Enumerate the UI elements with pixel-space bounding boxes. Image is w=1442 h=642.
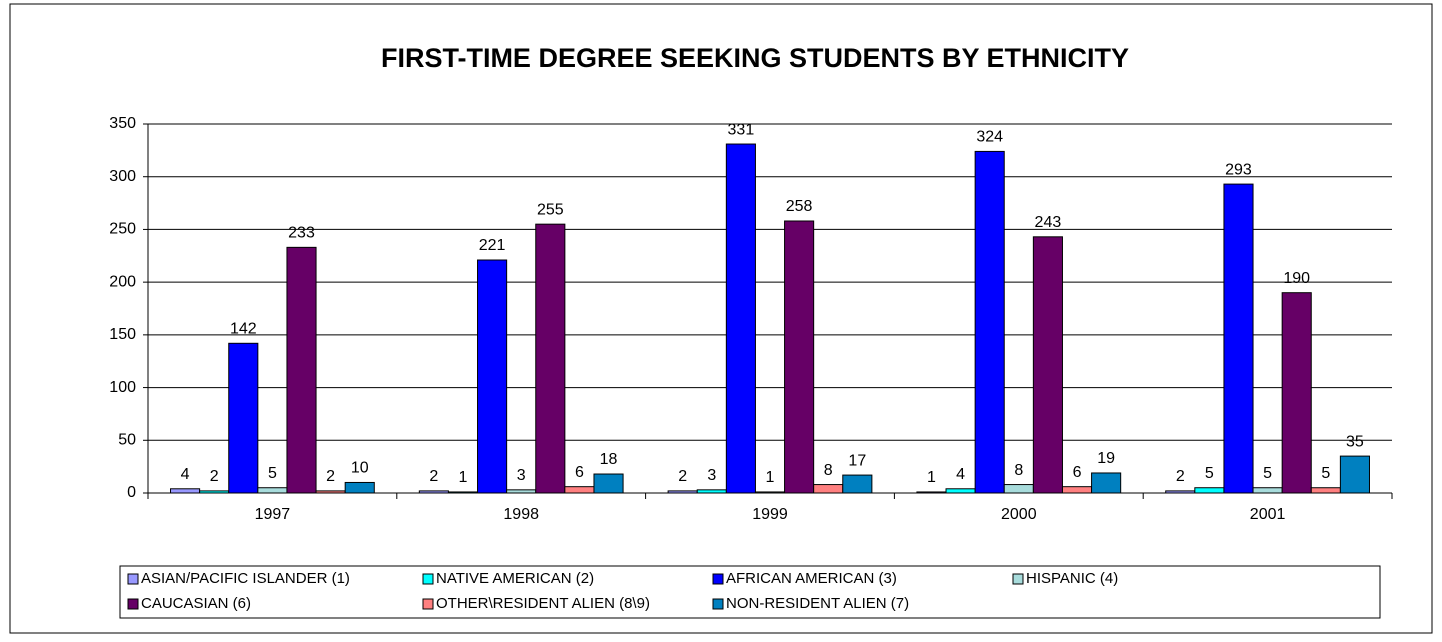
legend-swatch bbox=[712, 598, 724, 610]
legend-swatch bbox=[127, 573, 139, 585]
data-label: 2 bbox=[429, 468, 438, 485]
legend-text: NATIVE AMERICAN (2) bbox=[436, 570, 594, 587]
data-label: 221 bbox=[479, 237, 506, 254]
bar bbox=[564, 486, 595, 494]
data-label: 10 bbox=[351, 460, 369, 477]
bar bbox=[593, 473, 624, 494]
bar bbox=[286, 246, 317, 494]
data-label: 233 bbox=[288, 225, 315, 242]
bar bbox=[1032, 236, 1063, 494]
data-label: 2 bbox=[678, 468, 687, 485]
legend-text: CAUCASIAN (6) bbox=[141, 595, 251, 612]
data-label: 6 bbox=[575, 464, 584, 481]
data-label: 1 bbox=[766, 469, 775, 486]
y-tick-label: 50 bbox=[118, 432, 136, 449]
data-label: 1 bbox=[459, 469, 468, 486]
data-label: 331 bbox=[728, 121, 755, 138]
bar bbox=[813, 484, 844, 494]
y-tick-label: 100 bbox=[109, 379, 136, 396]
data-label: 18 bbox=[600, 451, 618, 468]
legend-swatch bbox=[422, 573, 434, 585]
y-tick-label: 0 bbox=[127, 484, 136, 501]
data-label: 5 bbox=[268, 465, 277, 482]
legend-text: HISPANIC (4) bbox=[1026, 570, 1118, 587]
data-label: 255 bbox=[537, 201, 564, 218]
chart-title: FIRST-TIME DEGREE SEEKING STUDENTS BY ET… bbox=[381, 43, 1129, 73]
x-tick-label: 1997 bbox=[255, 506, 291, 523]
bar bbox=[170, 488, 201, 494]
data-label: 324 bbox=[976, 129, 1003, 146]
legend-swatch bbox=[1012, 573, 1024, 585]
bar bbox=[535, 223, 566, 494]
bar bbox=[344, 481, 375, 494]
bar bbox=[257, 487, 288, 494]
data-label: 8 bbox=[1014, 462, 1023, 479]
x-tick-label: 1998 bbox=[503, 506, 539, 523]
data-label: 5 bbox=[1321, 465, 1330, 482]
legend-text: AFRICAN AMERICAN (3) bbox=[726, 570, 897, 587]
chart-border bbox=[9, 3, 1433, 634]
data-label: 190 bbox=[1283, 270, 1310, 287]
x-tick-label: 2000 bbox=[1001, 506, 1037, 523]
data-label: 142 bbox=[230, 321, 257, 338]
bar bbox=[228, 342, 259, 494]
data-label: 8 bbox=[824, 462, 833, 479]
bar bbox=[1061, 486, 1093, 494]
y-tick-label: 150 bbox=[109, 326, 136, 343]
data-label: 4 bbox=[956, 466, 965, 483]
data-label: 2 bbox=[210, 468, 219, 485]
bar bbox=[842, 474, 873, 494]
x-tick-label: 1999 bbox=[752, 506, 788, 523]
data-label: 17 bbox=[848, 452, 866, 469]
y-tick-label: 250 bbox=[109, 221, 136, 238]
data-label: 6 bbox=[1073, 464, 1082, 481]
legend-swatch bbox=[422, 598, 434, 610]
bar bbox=[945, 488, 976, 494]
data-label: 3 bbox=[707, 467, 716, 484]
x-tick-label: 2001 bbox=[1250, 506, 1286, 523]
y-tick-label: 300 bbox=[109, 168, 136, 185]
legend-swatch bbox=[127, 598, 139, 610]
data-label: 293 bbox=[1225, 161, 1252, 178]
bar bbox=[1339, 455, 1370, 494]
bar bbox=[1310, 487, 1341, 494]
legend-swatch bbox=[712, 573, 724, 585]
bar bbox=[1003, 484, 1034, 494]
data-label: 5 bbox=[1263, 465, 1272, 482]
data-label: 258 bbox=[786, 198, 813, 215]
legend-text: ASIAN/PACIFIC ISLANDER (1) bbox=[141, 570, 350, 587]
data-label: 19 bbox=[1097, 450, 1115, 467]
data-label: 5 bbox=[1205, 465, 1214, 482]
data-label: 1 bbox=[927, 469, 936, 486]
bar bbox=[784, 220, 815, 494]
data-label: 4 bbox=[181, 466, 190, 483]
bar bbox=[974, 150, 1005, 494]
bar bbox=[477, 259, 508, 494]
bar bbox=[1252, 487, 1283, 494]
y-tick-label: 350 bbox=[109, 115, 136, 132]
data-label: 2 bbox=[1176, 468, 1185, 485]
y-tick-label: 200 bbox=[109, 273, 136, 290]
bar bbox=[1281, 292, 1312, 494]
data-label: 35 bbox=[1346, 433, 1364, 450]
data-label: 243 bbox=[1035, 214, 1062, 231]
legend-text: NON-RESIDENT ALIEN (7) bbox=[726, 595, 909, 612]
bar bbox=[1194, 487, 1225, 494]
legend-text: OTHER\RESIDENT ALIEN (8\9) bbox=[436, 595, 650, 612]
data-label: 3 bbox=[517, 467, 526, 484]
data-label: 2 bbox=[326, 468, 335, 485]
bar bbox=[1223, 183, 1254, 494]
bar bbox=[725, 143, 756, 494]
bar bbox=[1091, 472, 1122, 494]
legend-box bbox=[119, 565, 1381, 619]
